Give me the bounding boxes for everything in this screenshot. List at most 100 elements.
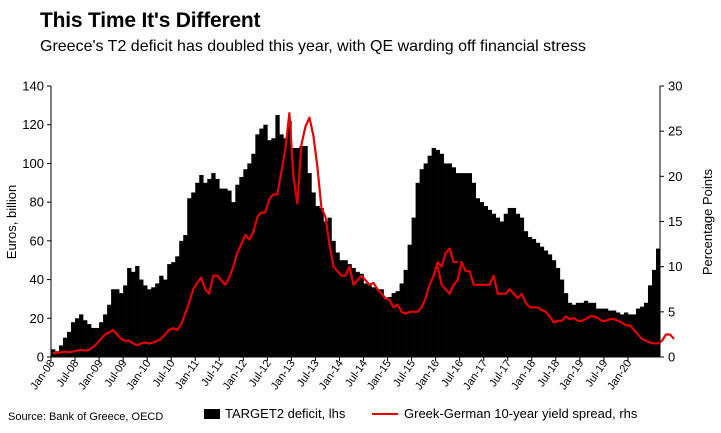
bar — [435, 149, 440, 357]
bar — [279, 134, 284, 357]
source-note: Source: Bank of Greece, OECD — [8, 411, 164, 423]
y-right-tick-label: 30 — [668, 79, 682, 94]
bar — [471, 182, 476, 357]
bar — [467, 173, 472, 357]
bar — [223, 188, 228, 357]
bar — [559, 279, 565, 357]
y-axis-right-label: Percentage Points — [700, 168, 715, 275]
bar — [411, 217, 416, 357]
y-left-tick-label: 120 — [22, 117, 44, 132]
legend-line-label: Greek-German 10-year yield spread, rhs — [404, 406, 638, 421]
bar — [83, 320, 88, 357]
bar — [207, 178, 212, 357]
bar — [343, 260, 348, 357]
y-right-tick-label: 0 — [668, 350, 675, 365]
x-tick-label: Jan-09 — [76, 358, 105, 392]
bar — [579, 302, 585, 357]
bar — [235, 184, 240, 357]
y-left-tick-label: 40 — [30, 272, 44, 287]
bar — [563, 293, 569, 357]
y-left-tick-label: 100 — [22, 156, 44, 171]
bar — [571, 304, 577, 357]
bar — [255, 134, 260, 357]
x-tick-label: Jan-19 — [557, 358, 586, 392]
bar — [551, 260, 557, 357]
bar — [55, 351, 60, 357]
bar — [107, 304, 112, 357]
bar — [431, 147, 436, 357]
legend-bar-label: TARGET2 deficit, lhs — [225, 406, 346, 421]
bar — [131, 271, 136, 357]
bar — [371, 287, 376, 357]
bar — [599, 308, 605, 357]
bar — [231, 202, 236, 357]
bar — [355, 271, 360, 357]
bar — [187, 198, 192, 357]
bar — [419, 169, 424, 357]
bar — [291, 147, 296, 357]
bar — [475, 198, 481, 357]
bar — [263, 124, 268, 358]
bar — [503, 213, 509, 357]
bar — [427, 155, 432, 357]
spread-line — [436, 261, 675, 345]
x-tick-label: Jan-10 — [124, 358, 153, 392]
x-tick-label: Jan-18 — [509, 358, 538, 392]
spread-line — [52, 111, 458, 355]
bars-layer — [51, 115, 661, 358]
bar — [151, 287, 156, 357]
bar — [271, 138, 276, 357]
bar — [199, 175, 204, 357]
bar — [627, 314, 633, 357]
bar — [507, 207, 513, 357]
bar — [611, 310, 617, 357]
bar — [639, 306, 645, 357]
bar — [531, 238, 537, 357]
bar — [519, 217, 525, 357]
bar — [295, 147, 300, 357]
bar — [587, 302, 593, 357]
bar — [259, 128, 264, 357]
chart-title: This Time It's Different — [40, 9, 261, 32]
y-right-tick-label: 20 — [668, 169, 682, 184]
bar — [203, 182, 208, 357]
x-tick-label: Jan-13 — [269, 358, 298, 392]
bar — [319, 207, 324, 357]
bar — [211, 173, 216, 357]
bar — [315, 206, 320, 357]
bar — [267, 140, 272, 357]
legend-line-swatch — [372, 412, 398, 415]
bar — [323, 221, 328, 357]
bar — [515, 213, 521, 357]
bar — [79, 314, 84, 357]
bar — [555, 267, 561, 357]
bar — [479, 202, 485, 357]
x-tick-label: Jan-16 — [413, 358, 442, 392]
legend-line: Greek-German 10-year yield spread, rhs — [372, 406, 637, 421]
legend-bar-swatch — [204, 408, 220, 419]
bar — [283, 138, 288, 357]
bar — [159, 275, 164, 357]
bar — [591, 302, 597, 357]
bar — [607, 310, 613, 357]
bar — [87, 324, 92, 357]
bar — [391, 293, 396, 357]
line-layer — [52, 111, 675, 355]
bar — [195, 182, 200, 357]
bar — [595, 308, 601, 357]
bar — [115, 289, 120, 357]
bar — [375, 289, 380, 357]
bar — [335, 252, 340, 357]
x-tick-label: Jan-20 — [605, 358, 634, 392]
bar — [175, 256, 180, 357]
bar — [583, 300, 589, 357]
bar — [123, 285, 128, 357]
bar — [367, 285, 372, 357]
bar — [527, 236, 533, 357]
bar — [511, 207, 517, 357]
bar — [443, 163, 448, 357]
bar — [71, 322, 76, 357]
bar — [647, 285, 653, 357]
y-right-tick-label: 25 — [668, 124, 682, 139]
